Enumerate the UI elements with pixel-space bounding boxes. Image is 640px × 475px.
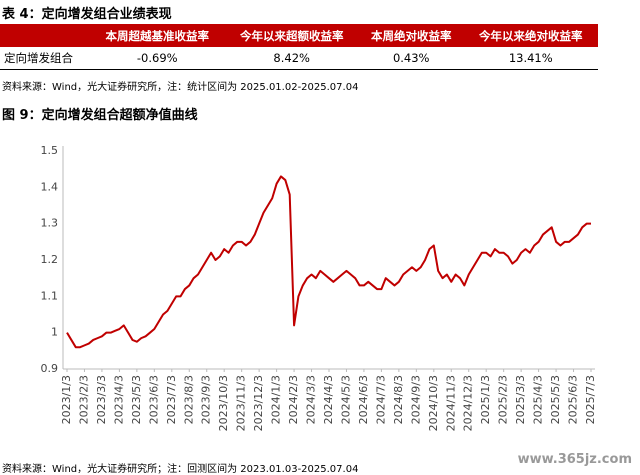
x-tick-label: 2025/1/3 xyxy=(479,375,492,424)
header-cell: 本周超越基准收益率 xyxy=(90,24,225,47)
cell: 0.43% xyxy=(358,47,464,70)
chart: 0.9 1 1.1 1.2 1.3 1.4 1.5 2023/1/3 2023/2/3 2023/… xyxy=(41,144,598,431)
y-tick-label: 1.2 xyxy=(41,253,59,266)
header-row: 本周超越基准收益率 今年以来超额收益率 本周绝对收益率 今年以来绝对收益率 xyxy=(0,24,598,47)
x-tick-label: 2025/7/3 xyxy=(584,375,597,424)
x-tick-label: 2024/6/3 xyxy=(357,375,370,424)
chart-note: 资料来源：Wind，光大证券研究所；注：回测区间为 2023.01.03-202… xyxy=(2,464,359,475)
x-tick-label: 2024/12/3 xyxy=(462,375,475,431)
y-tick-label: 1.1 xyxy=(41,289,59,302)
header-cell: 今年以来超额收益率 xyxy=(224,24,359,47)
table-note: 资料来源：Wind，光大证券研究所，注：统计区间为 2025.01.02-202… xyxy=(2,82,359,93)
x-tick-label: 2023/12/3 xyxy=(252,375,265,431)
x-tick-label: 2023/10/3 xyxy=(217,375,230,431)
cell: 定向增发组合 xyxy=(0,47,90,70)
x-tick-label: 2025/6/3 xyxy=(567,375,580,424)
x-tick-label: 2025/5/3 xyxy=(549,375,562,424)
x-tick-label: 2023/4/3 xyxy=(112,375,125,424)
x-tick-label: 2023/6/3 xyxy=(147,375,160,424)
x-tick-label: 2024/1/3 xyxy=(270,375,283,424)
x-tick-label: 2024/5/3 xyxy=(339,375,352,424)
x-tick-label: 2023/2/3 xyxy=(77,375,90,424)
chart-title: 图 9：定向增发组合超额净值曲线 xyxy=(2,108,198,123)
x-tick-label: 2024/7/3 xyxy=(374,375,387,424)
line-series xyxy=(66,175,591,349)
y-tick-label: 0.9 xyxy=(41,362,59,375)
x-tick-label: 2023/1/3 xyxy=(60,375,73,424)
x-tick-label: 2023/5/3 xyxy=(130,375,143,424)
x-tick-label: 2024/11/3 xyxy=(444,375,457,431)
y-tick-label: 1.5 xyxy=(41,144,59,157)
header-cell: 今年以来绝对收益率 xyxy=(463,24,598,47)
x-tick-label: 2023/8/3 xyxy=(182,375,195,424)
x-tick-label: 2025/4/3 xyxy=(532,375,545,424)
x-tick-label: 2023/7/3 xyxy=(165,375,178,424)
header-cell: 本周绝对收益率 xyxy=(358,24,464,47)
cell: -0.69% xyxy=(90,47,225,70)
y-tick-label: 1.3 xyxy=(41,217,59,230)
x-tick-label: 2024/10/3 xyxy=(427,375,440,431)
x-tick-label: 2024/2/3 xyxy=(287,375,300,424)
x-tick-label: 2025/2/3 xyxy=(497,375,510,424)
row: 定向增发组合 -0.69% 8.42% 0.43% 13.41% xyxy=(0,47,598,70)
table: 本周超越基准收益率 今年以来超额收益率 本周绝对收益率 今年以来绝对收益率 定向… xyxy=(0,24,598,70)
x-tick-label: 2023/9/3 xyxy=(200,375,213,424)
x-tick-label: 2025/3/3 xyxy=(514,375,527,424)
x-tick-label: 2024/3/3 xyxy=(305,375,318,424)
watermark: www.365jz.com xyxy=(517,452,632,467)
x-tick-label: 2023/11/3 xyxy=(235,375,248,431)
y-tick-label: 1.4 xyxy=(41,180,59,193)
y-tick-label: 1 xyxy=(51,326,58,339)
cell: 8.42% xyxy=(224,47,359,70)
x-tick-label: 2024/8/3 xyxy=(392,375,405,424)
cell: 13.41% xyxy=(463,47,598,70)
table-title: 表 4：定向增发组合业绩表现 xyxy=(2,7,172,22)
x-tick-label: 2023/3/3 xyxy=(95,375,108,424)
x-tick-label: 2024/9/3 xyxy=(409,375,422,424)
x-tick-label: 2024/4/3 xyxy=(322,375,335,424)
header-cell xyxy=(0,24,90,47)
